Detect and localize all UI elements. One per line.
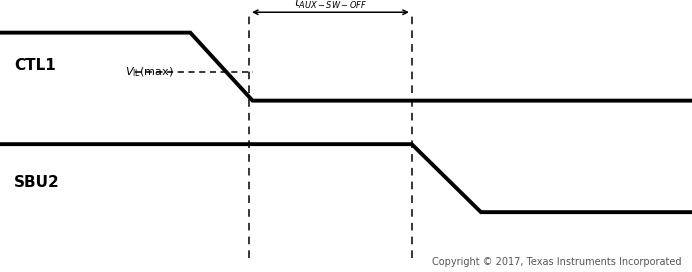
Text: CTL1: CTL1 (14, 58, 55, 73)
Text: $V_{\mathregular{IL}}$(max): $V_{\mathregular{IL}}$(max) (125, 65, 173, 79)
Text: $t_{\mathregular{AUX-SW-OFF}}$: $t_{\mathregular{AUX-SW-OFF}}$ (294, 0, 367, 11)
Text: SBU2: SBU2 (14, 175, 60, 190)
Text: Copyright © 2017, Texas Instruments Incorporated: Copyright © 2017, Texas Instruments Inco… (432, 256, 682, 267)
